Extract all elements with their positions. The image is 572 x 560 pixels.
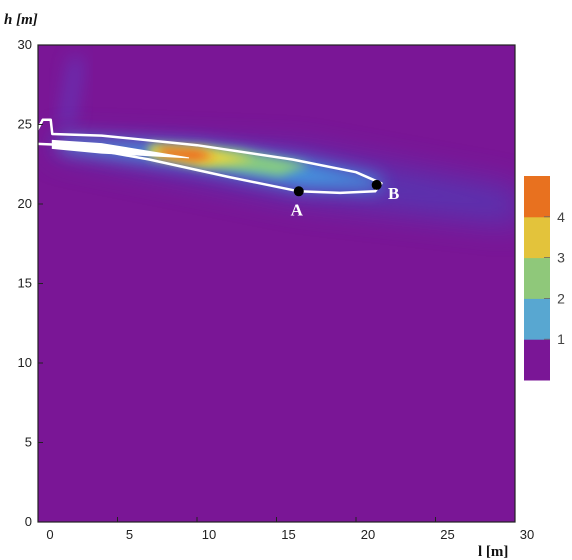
x-tick-label: 5 (126, 527, 133, 542)
point-label-a: A (291, 200, 304, 219)
x-tick-label: 25 (440, 527, 454, 542)
colorbar-swatch (524, 257, 550, 299)
hot-zone-white (51, 139, 190, 159)
y-axis-title-text: h [m] (4, 12, 38, 28)
x-axis: 0 5 10 15 20 25 30 (37, 517, 534, 542)
y-axis-title: h [m] (4, 12, 38, 28)
y-tick-label: 0 (25, 514, 32, 529)
x-tick-label: 15 (281, 527, 295, 542)
point-markers: AB (291, 179, 399, 219)
x-axis-title: l [m] (478, 544, 508, 560)
x-tick-label: 0 (46, 527, 53, 542)
y-tick-label: 5 (25, 435, 32, 450)
colorbar-label: 3 (557, 250, 565, 266)
plot-background (38, 45, 515, 522)
point-label-b: B (388, 184, 399, 203)
x-tick-label: 30 (520, 527, 534, 542)
y-tick-label: 20 (18, 196, 32, 211)
y-tick-label: 25 (18, 117, 32, 132)
heat-field (38, 55, 515, 225)
x-tick-label: 10 (202, 527, 216, 542)
heat-wisp (60, 55, 82, 125)
colorbar-label: 1 (557, 331, 565, 347)
colorbar: 1 2 3 4 (524, 176, 565, 381)
y-tick-label: 15 (18, 276, 32, 291)
y-tick-label: 10 (18, 355, 32, 370)
heat-orange (160, 148, 215, 161)
point-marker-b (371, 179, 382, 190)
colorbar-swatch (524, 339, 550, 381)
colorbar-swatch (524, 298, 550, 340)
point-marker-a (293, 186, 304, 197)
colorbar-label: 2 (557, 290, 565, 306)
colorbar-label: 4 (557, 209, 565, 225)
colorbar-swatch (524, 176, 550, 218)
colorbar-swatch (524, 216, 550, 259)
y-axis: 0 5 10 15 20 25 30 (18, 37, 43, 529)
plot-area: AB (37, 44, 516, 523)
x-tick-label: 20 (361, 527, 375, 542)
stress-contour-outline (38, 118, 383, 195)
y-tick-label: 30 (18, 37, 32, 52)
